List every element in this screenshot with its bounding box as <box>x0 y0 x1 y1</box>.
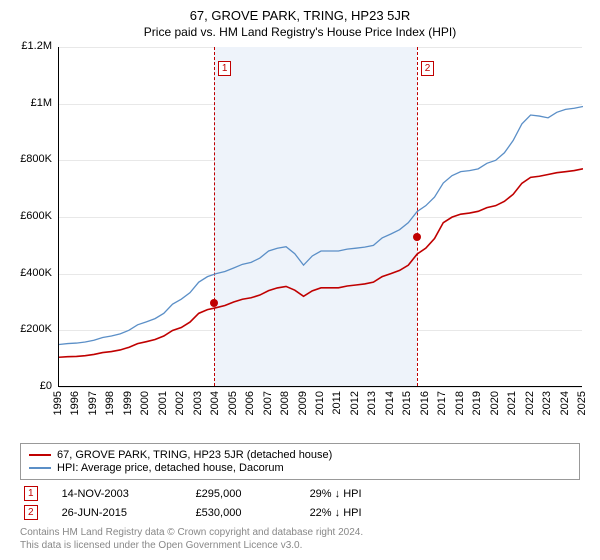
x-axis-label: 2002 <box>174 391 186 415</box>
transaction-price: £295,000 <box>196 488 286 500</box>
data-marker <box>210 299 218 307</box>
transaction-ref: 2 <box>24 505 38 520</box>
x-axis-label: 2021 <box>506 391 518 415</box>
transaction-ref: 1 <box>24 486 38 501</box>
legend-swatch <box>29 454 51 456</box>
legend-box: 67, GROVE PARK, TRING, HP23 5JR (detache… <box>20 443 580 480</box>
series-line <box>59 169 583 357</box>
y-axis-label: £400K <box>10 267 52 279</box>
y-axis-label: £800K <box>10 153 52 165</box>
x-axis-label: 1997 <box>87 391 99 415</box>
transaction-row: 1 14-NOV-2003 £295,000 29% ↓ HPI <box>20 484 580 503</box>
x-axis-label: 1999 <box>122 391 134 415</box>
x-axis-label: 2011 <box>331 391 343 415</box>
x-axis-label: 1996 <box>69 391 81 415</box>
series-line <box>59 107 583 345</box>
plot-region: 12 <box>58 47 582 387</box>
x-axis-label: 2001 <box>157 391 169 415</box>
x-axis-label: 1995 <box>52 391 64 415</box>
x-axis-label: 2007 <box>262 391 274 415</box>
legend-item: HPI: Average price, detached house, Daco… <box>29 462 571 474</box>
x-axis-label: 2016 <box>419 391 431 415</box>
footer-line-1: Contains HM Land Registry data © Crown c… <box>20 526 580 539</box>
transactions-table: 1 14-NOV-2003 £295,000 29% ↓ HPI 2 26-JUN-201… <box>20 484 580 522</box>
x-axis-label: 2014 <box>384 391 396 415</box>
x-axis-label: 2003 <box>192 391 204 415</box>
x-axis-label: 2023 <box>541 391 553 415</box>
page-subtitle: Price paid vs. HM Land Registry's House … <box>10 25 590 39</box>
x-axis-label: 1998 <box>104 391 116 415</box>
y-axis-label: £600K <box>10 210 52 222</box>
chart-area: 12 £0£200K£400K£600K£800K£1M£1.2M1995199… <box>10 47 590 437</box>
legend-item: 67, GROVE PARK, TRING, HP23 5JR (detache… <box>29 449 571 461</box>
x-axis-label: 2006 <box>244 391 256 415</box>
transaction-row: 2 26-JUN-2015 £530,000 22% ↓ HPI <box>20 503 580 522</box>
x-axis-label: 2017 <box>436 391 448 415</box>
transaction-date: 26-JUN-2015 <box>62 507 172 519</box>
series-svg <box>59 47 583 387</box>
y-axis-label: £0 <box>10 380 52 392</box>
legend-label: 67, GROVE PARK, TRING, HP23 5JR (detache… <box>57 449 332 461</box>
y-axis-label: £200K <box>10 323 52 335</box>
x-axis-label: 2018 <box>454 391 466 415</box>
transaction-price: £530,000 <box>196 507 286 519</box>
x-axis-label: 2015 <box>401 391 413 415</box>
x-axis-label: 2005 <box>227 391 239 415</box>
gridline-h <box>59 387 582 388</box>
x-axis-label: 2012 <box>349 391 361 415</box>
y-axis-label: £1.2M <box>10 40 52 52</box>
legend-swatch <box>29 467 51 469</box>
chart-container: 67, GROVE PARK, TRING, HP23 5JR Price pa… <box>0 0 600 560</box>
page-title: 67, GROVE PARK, TRING, HP23 5JR <box>10 8 590 23</box>
x-axis-label: 2004 <box>209 391 221 415</box>
footer-line-2: This data is licensed under the Open Gov… <box>20 539 580 552</box>
legend-label: HPI: Average price, detached house, Daco… <box>57 462 284 474</box>
y-axis-label: £1M <box>10 97 52 109</box>
x-axis-label: 2008 <box>279 391 291 415</box>
transaction-date: 14-NOV-2003 <box>62 488 172 500</box>
x-axis-label: 2000 <box>139 391 151 415</box>
x-axis-label: 2022 <box>524 391 536 415</box>
transaction-delta: 22% ↓ HPI <box>310 507 362 519</box>
footer-attribution: Contains HM Land Registry data © Crown c… <box>20 526 580 552</box>
x-axis-label: 2020 <box>489 391 501 415</box>
x-axis-label: 2019 <box>471 391 483 415</box>
x-axis-label: 2010 <box>314 391 326 415</box>
x-axis-label: 2025 <box>576 391 588 415</box>
x-axis-label: 2013 <box>366 391 378 415</box>
data-marker <box>413 233 421 241</box>
transaction-delta: 29% ↓ HPI <box>310 488 362 500</box>
x-axis-label: 2024 <box>559 391 571 415</box>
x-axis-label: 2009 <box>297 391 309 415</box>
